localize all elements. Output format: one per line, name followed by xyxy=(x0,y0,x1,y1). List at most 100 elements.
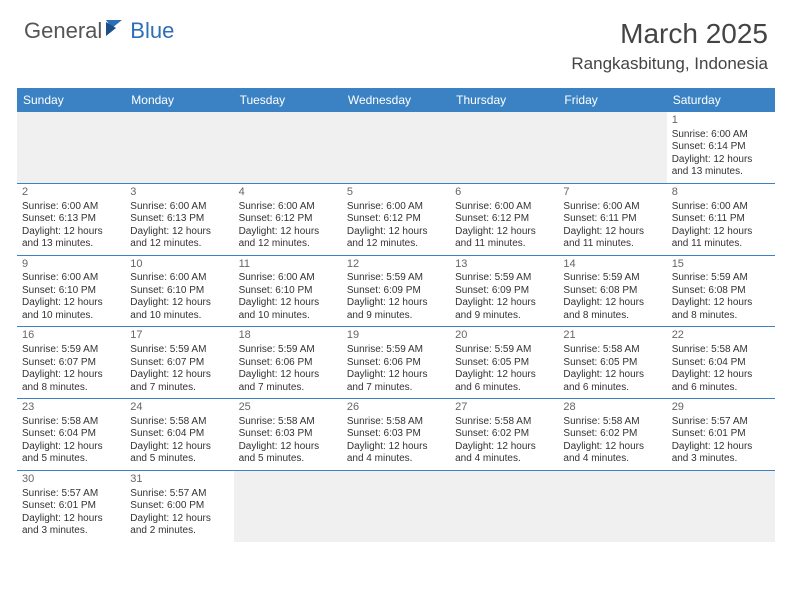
daylight-text: and 13 minutes. xyxy=(22,238,120,251)
sunrise-text: Sunrise: 5:58 AM xyxy=(455,416,553,429)
sunset-text: Sunset: 6:14 PM xyxy=(672,141,770,154)
calendar-cell: 22Sunrise: 5:58 AMSunset: 6:04 PMDayligh… xyxy=(667,327,775,399)
calendar-cell: 25Sunrise: 5:58 AMSunset: 6:03 PMDayligh… xyxy=(234,399,342,471)
sunset-text: Sunset: 6:07 PM xyxy=(130,357,228,370)
month-title: March 2025 xyxy=(571,18,768,50)
sunrise-text: Sunrise: 5:59 AM xyxy=(22,344,120,357)
daylight-text: and 4 minutes. xyxy=(563,453,661,466)
daylight-text: Daylight: 12 hours xyxy=(22,369,120,382)
daylight-text: and 5 minutes. xyxy=(22,453,120,466)
sunrise-text: Sunrise: 5:58 AM xyxy=(563,344,661,357)
calendar-cell: 16Sunrise: 5:59 AMSunset: 6:07 PMDayligh… xyxy=(17,327,125,399)
sunrise-text: Sunrise: 6:00 AM xyxy=(672,129,770,142)
weekday-header: Thursday xyxy=(450,88,558,112)
calendar-cell: 7Sunrise: 6:00 AMSunset: 6:11 PMDaylight… xyxy=(558,183,666,255)
sunset-text: Sunset: 6:10 PM xyxy=(239,285,337,298)
calendar-cell: 31Sunrise: 5:57 AMSunset: 6:00 PMDayligh… xyxy=(125,470,233,541)
calendar-cell: 17Sunrise: 5:59 AMSunset: 6:07 PMDayligh… xyxy=(125,327,233,399)
calendar-cell-empty xyxy=(558,470,666,541)
daylight-text: and 12 minutes. xyxy=(347,238,445,251)
calendar-cell-empty xyxy=(234,112,342,183)
daylight-text: Daylight: 12 hours xyxy=(563,226,661,239)
brand-logo: General Blue xyxy=(24,18,174,44)
brand-part2: Blue xyxy=(130,18,174,44)
daylight-text: Daylight: 12 hours xyxy=(130,226,228,239)
sunrise-text: Sunrise: 5:57 AM xyxy=(130,488,228,501)
weekday-header: Wednesday xyxy=(342,88,450,112)
calendar-cell: 20Sunrise: 5:59 AMSunset: 6:05 PMDayligh… xyxy=(450,327,558,399)
sunset-text: Sunset: 6:11 PM xyxy=(672,213,770,226)
calendar-row: 9Sunrise: 6:00 AMSunset: 6:10 PMDaylight… xyxy=(17,255,775,327)
day-number: 21 xyxy=(563,329,661,343)
calendar-cell: 29Sunrise: 5:57 AMSunset: 6:01 PMDayligh… xyxy=(667,399,775,471)
sunset-text: Sunset: 6:06 PM xyxy=(347,357,445,370)
weekday-header: Saturday xyxy=(667,88,775,112)
sunset-text: Sunset: 6:00 PM xyxy=(130,500,228,513)
sunset-text: Sunset: 6:03 PM xyxy=(347,428,445,441)
day-number: 1 xyxy=(672,114,770,128)
daylight-text: Daylight: 12 hours xyxy=(239,369,337,382)
sunrise-text: Sunrise: 6:00 AM xyxy=(130,272,228,285)
calendar-cell-empty xyxy=(450,112,558,183)
sunrise-text: Sunrise: 5:57 AM xyxy=(672,416,770,429)
sunset-text: Sunset: 6:10 PM xyxy=(130,285,228,298)
daylight-text: and 7 minutes. xyxy=(347,382,445,395)
sunset-text: Sunset: 6:12 PM xyxy=(239,213,337,226)
daylight-text: and 10 minutes. xyxy=(239,310,337,323)
daylight-text: Daylight: 12 hours xyxy=(239,226,337,239)
day-number: 18 xyxy=(239,329,337,343)
sunset-text: Sunset: 6:08 PM xyxy=(672,285,770,298)
daylight-text: and 6 minutes. xyxy=(455,382,553,395)
daylight-text: Daylight: 12 hours xyxy=(130,369,228,382)
sunset-text: Sunset: 6:07 PM xyxy=(22,357,120,370)
sunrise-text: Sunrise: 6:00 AM xyxy=(563,201,661,214)
calendar-cell: 19Sunrise: 5:59 AMSunset: 6:06 PMDayligh… xyxy=(342,327,450,399)
daylight-text: Daylight: 12 hours xyxy=(563,369,661,382)
daylight-text: and 4 minutes. xyxy=(455,453,553,466)
daylight-text: Daylight: 12 hours xyxy=(563,441,661,454)
daylight-text: Daylight: 12 hours xyxy=(22,513,120,526)
daylight-text: and 6 minutes. xyxy=(672,382,770,395)
daylight-text: Daylight: 12 hours xyxy=(347,297,445,310)
daylight-text: Daylight: 12 hours xyxy=(455,441,553,454)
header: General Blue March 2025 Rangkasbitung, I… xyxy=(0,0,792,82)
day-number: 13 xyxy=(455,258,553,272)
daylight-text: Daylight: 12 hours xyxy=(22,297,120,310)
flag-icon xyxy=(106,20,128,43)
day-number: 27 xyxy=(455,401,553,415)
calendar-cell-empty xyxy=(450,470,558,541)
calendar-row: 16Sunrise: 5:59 AMSunset: 6:07 PMDayligh… xyxy=(17,327,775,399)
sunrise-text: Sunrise: 6:00 AM xyxy=(22,201,120,214)
calendar-cell: 5Sunrise: 6:00 AMSunset: 6:12 PMDaylight… xyxy=(342,183,450,255)
daylight-text: and 10 minutes. xyxy=(130,310,228,323)
daylight-text: Daylight: 12 hours xyxy=(130,297,228,310)
sunrise-text: Sunrise: 5:58 AM xyxy=(347,416,445,429)
daylight-text: and 10 minutes. xyxy=(22,310,120,323)
daylight-text: and 12 minutes. xyxy=(239,238,337,251)
daylight-text: Daylight: 12 hours xyxy=(130,513,228,526)
sunset-text: Sunset: 6:04 PM xyxy=(130,428,228,441)
daylight-text: and 11 minutes. xyxy=(563,238,661,251)
calendar-cell: 9Sunrise: 6:00 AMSunset: 6:10 PMDaylight… xyxy=(17,255,125,327)
calendar-cell: 27Sunrise: 5:58 AMSunset: 6:02 PMDayligh… xyxy=(450,399,558,471)
title-block: March 2025 Rangkasbitung, Indonesia xyxy=(571,18,768,74)
daylight-text: Daylight: 12 hours xyxy=(130,441,228,454)
sunrise-text: Sunrise: 6:00 AM xyxy=(672,201,770,214)
calendar-cell: 3Sunrise: 6:00 AMSunset: 6:13 PMDaylight… xyxy=(125,183,233,255)
calendar-cell-empty xyxy=(125,112,233,183)
daylight-text: and 9 minutes. xyxy=(455,310,553,323)
calendar-row: 23Sunrise: 5:58 AMSunset: 6:04 PMDayligh… xyxy=(17,399,775,471)
sunrise-text: Sunrise: 5:59 AM xyxy=(239,344,337,357)
sunset-text: Sunset: 6:04 PM xyxy=(672,357,770,370)
sunset-text: Sunset: 6:08 PM xyxy=(563,285,661,298)
calendar-cell: 4Sunrise: 6:00 AMSunset: 6:12 PMDaylight… xyxy=(234,183,342,255)
sunrise-text: Sunrise: 6:00 AM xyxy=(239,272,337,285)
day-number: 4 xyxy=(239,186,337,200)
calendar-cell: 12Sunrise: 5:59 AMSunset: 6:09 PMDayligh… xyxy=(342,255,450,327)
calendar-cell: 21Sunrise: 5:58 AMSunset: 6:05 PMDayligh… xyxy=(558,327,666,399)
daylight-text: Daylight: 12 hours xyxy=(563,297,661,310)
calendar-cell: 6Sunrise: 6:00 AMSunset: 6:12 PMDaylight… xyxy=(450,183,558,255)
calendar-cell: 11Sunrise: 6:00 AMSunset: 6:10 PMDayligh… xyxy=(234,255,342,327)
daylight-text: Daylight: 12 hours xyxy=(455,369,553,382)
day-number: 12 xyxy=(347,258,445,272)
